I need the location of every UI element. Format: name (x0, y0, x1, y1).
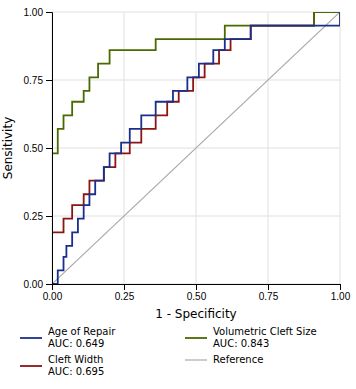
legend-swatch (20, 365, 42, 367)
chart: 0.00 0.25 0.50 0.75 1.00 0.00 0.25 0.50 0.75 1.00… (0, 0, 356, 389)
legend-label: Volumetric Cleft SizeAUC: 0.843 (213, 326, 317, 349)
legend-item: Cleft WidthAUC: 0.695 (20, 354, 104, 377)
tick: 1.00 (331, 284, 351, 302)
tick-mark (46, 148, 52, 149)
tick-label: 1.00 (331, 291, 351, 302)
tick: 0.50 (187, 284, 207, 302)
tick-label: 0.25 (24, 211, 44, 222)
tick-label: 0.50 (187, 291, 207, 302)
tick-label: 0.00 (43, 291, 63, 302)
tick: 0.25 (24, 211, 52, 222)
tick-mark (268, 284, 269, 290)
legend: Age of RepairAUC: 0.649 Volumetric Cleft … (20, 326, 317, 377)
tick: 0.00 (24, 279, 52, 290)
tick: 0.00 (43, 284, 63, 302)
tick-mark (46, 284, 52, 285)
tick-mark (340, 284, 341, 290)
grid-line (52, 216, 340, 217)
tick-mark (196, 284, 197, 290)
y-axis-title: Sensitivity (1, 117, 15, 179)
grid-line (52, 12, 340, 13)
series-line (52, 12, 340, 284)
tick-label: 0.75 (259, 291, 279, 302)
legend-label: Reference (213, 354, 263, 365)
tick: 1.00 (24, 7, 52, 18)
plot: 0.00 0.25 0.50 0.75 1.00 0.00 0.25 0.50 0.75 1.00… (1, 7, 351, 321)
legend-label: Age of RepairAUC: 0.649 (48, 326, 116, 349)
x-axis: 0.00 0.25 0.50 0.75 1.00 (43, 284, 351, 302)
tick: 0.25 (115, 284, 135, 302)
tick: 0.50 (24, 143, 52, 154)
tick-mark (46, 216, 52, 217)
y-axis: 0.00 0.25 0.50 0.75 1.00 (24, 7, 53, 290)
tick-mark (124, 284, 125, 290)
grid-line (52, 80, 340, 81)
legend-item: Age of RepairAUC: 0.649 (20, 326, 116, 349)
tick-mark (46, 80, 52, 81)
series-line (52, 12, 340, 153)
tick-label: 0.25 (115, 291, 135, 302)
legend-swatch (185, 337, 207, 339)
tick-label: 1.00 (24, 7, 44, 18)
marks (52, 12, 340, 284)
tick-label: 0.00 (24, 279, 44, 290)
axis-line (46, 13, 53, 285)
tick-mark (46, 12, 52, 13)
tick-label: 0.50 (24, 143, 44, 154)
axis-line (53, 285, 341, 291)
series-line (52, 12, 340, 232)
legend-swatch (20, 337, 42, 339)
grid (52, 12, 340, 284)
legend-item: Reference (185, 354, 263, 365)
tick: 0.75 (24, 75, 52, 86)
legend-swatch (185, 359, 207, 360)
x-axis-title: 1 - Specificity (155, 307, 236, 321)
legend-label: Cleft WidthAUC: 0.695 (48, 354, 104, 377)
tick-label: 0.75 (24, 75, 44, 86)
tick: 0.75 (259, 284, 279, 302)
legend-item: Volumetric Cleft SizeAUC: 0.843 (185, 326, 317, 349)
series-line (52, 12, 340, 284)
